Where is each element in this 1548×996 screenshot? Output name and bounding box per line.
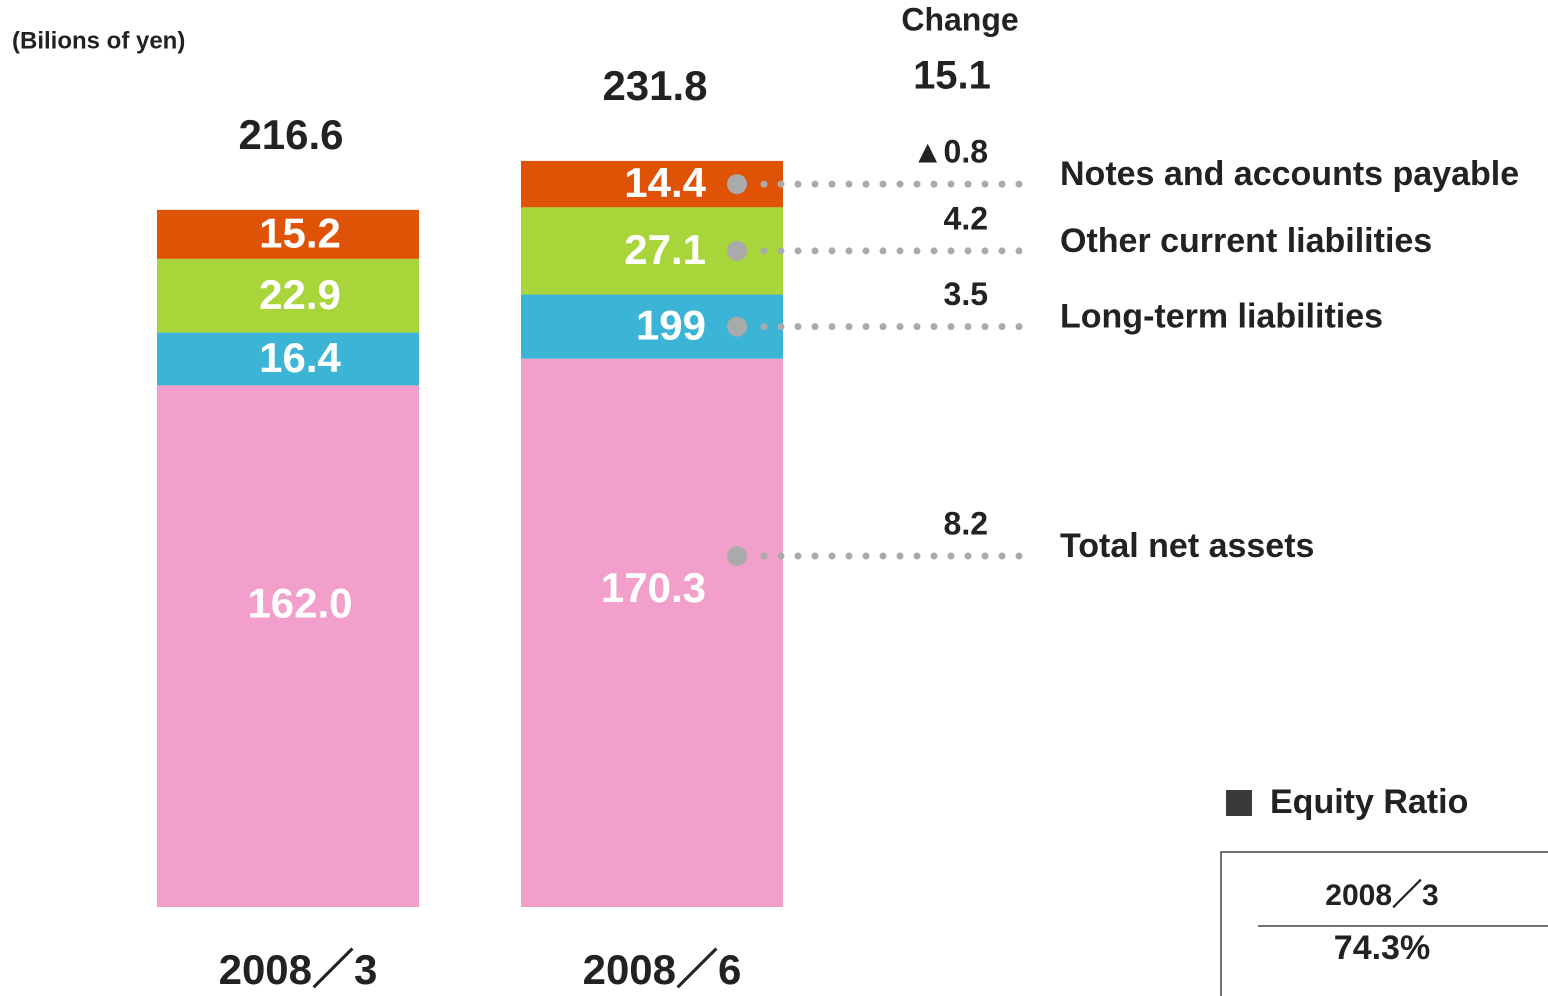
value-label: 22.9 bbox=[259, 271, 341, 318]
equity-table-header: 2008／3 bbox=[1325, 879, 1438, 912]
value-label: 170.3 bbox=[601, 564, 706, 611]
x-tick-label: 2008／6 bbox=[583, 946, 742, 993]
change-title: Change bbox=[901, 1, 1018, 37]
legend-label: Total net assets bbox=[1060, 527, 1314, 565]
bar-segment bbox=[157, 258, 419, 333]
legend-label: Long-term liabilities bbox=[1060, 298, 1383, 336]
bar-segment bbox=[157, 385, 419, 907]
bar-segment bbox=[157, 209, 419, 259]
value-label: 27.1 bbox=[624, 226, 706, 273]
connector-dot bbox=[727, 240, 747, 261]
unit-label: (Bilions of yen) bbox=[12, 27, 185, 54]
change-label: ▲0.8 bbox=[912, 134, 988, 170]
bar-segment bbox=[521, 358, 783, 907]
connector-dot bbox=[727, 316, 747, 337]
x-tick-label: 2008／3 bbox=[219, 946, 378, 993]
equity-ratio-marker bbox=[1226, 790, 1252, 816]
total-label: 216.6 bbox=[238, 111, 343, 158]
value-label: 14.4 bbox=[624, 159, 706, 206]
value-label: 15.2 bbox=[259, 209, 341, 256]
value-label: 162.0 bbox=[247, 580, 352, 627]
equity-ratio-title: Equity Ratio bbox=[1270, 783, 1468, 821]
equity-table-border bbox=[1220, 851, 1548, 996]
change-label: 8.2 bbox=[944, 505, 988, 541]
change-label: 4.2 bbox=[944, 200, 988, 236]
connector-dot bbox=[727, 174, 747, 195]
connector-dot bbox=[727, 546, 747, 567]
total-label: 231.8 bbox=[602, 62, 707, 109]
value-label: 199 bbox=[636, 302, 706, 349]
equity-table-value: 74.3% bbox=[1334, 929, 1430, 967]
value-label: 16.4 bbox=[259, 334, 341, 381]
legend-label: Other current liabilities bbox=[1060, 222, 1432, 260]
change-total: 15.1 bbox=[913, 54, 991, 98]
bar-segment bbox=[157, 332, 419, 386]
legend-label: Notes and accounts payable bbox=[1060, 155, 1519, 193]
change-label: 3.5 bbox=[944, 276, 988, 312]
